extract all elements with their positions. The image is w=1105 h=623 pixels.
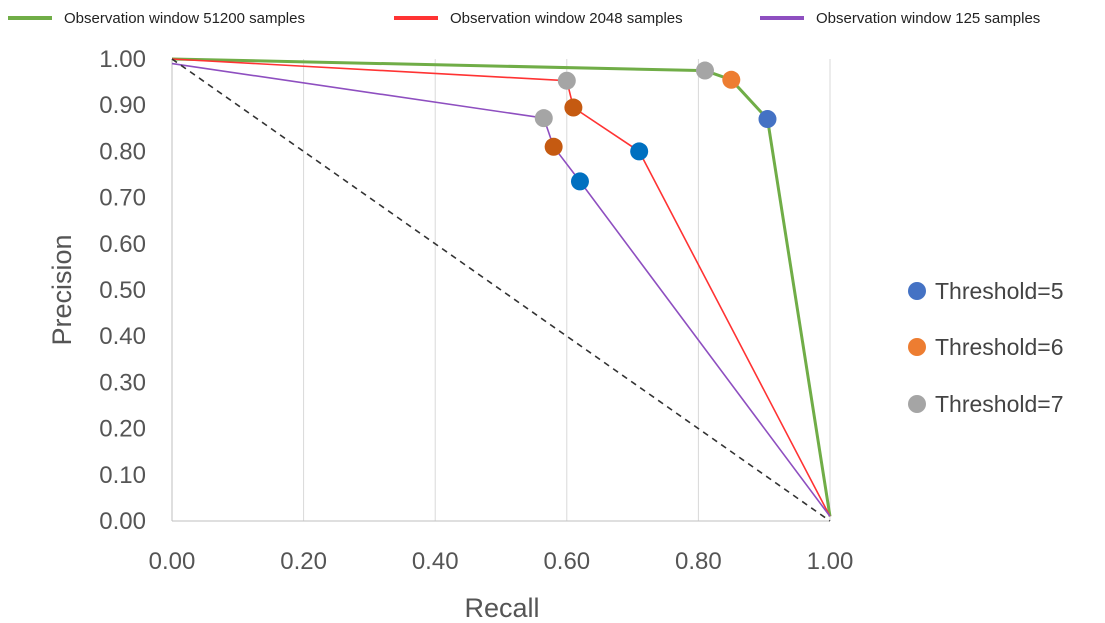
legend-swatch (8, 16, 52, 20)
x-axis-title: Recall (464, 593, 539, 623)
y-tick-label: 0.90 (99, 92, 146, 119)
marker-dot-icon (908, 282, 926, 300)
threshold-legend-item-6: Threshold=6 (908, 332, 1064, 362)
y-tick-label: 0.60 (99, 231, 146, 258)
series-line-0 (171, 57, 832, 517)
y-tick-label: 0.10 (99, 462, 146, 489)
threshold-legend-label: Threshold=7 (935, 390, 1064, 417)
marker-threshold-7 (695, 61, 714, 80)
y-tick-label: 0.50 (99, 277, 146, 304)
y-axis-title: Precision (47, 234, 77, 345)
x-tick-label: 1.00 (807, 548, 854, 575)
x-tick-label: 0.20 (280, 548, 327, 575)
legend-label: Observation window 125 samples (816, 9, 1041, 27)
legend-item-series-0: Observation window 51200 samples (8, 6, 305, 30)
marker-threshold-7 (557, 71, 576, 90)
y-tick-label: 0.70 (99, 185, 146, 212)
y-tick-label: 0.20 (99, 416, 146, 443)
axes (171, 59, 830, 522)
marker-dot-icon (908, 338, 926, 356)
legend-label: Observation window 2048 samples (450, 9, 683, 27)
x-tick-label: 0.80 (675, 548, 722, 575)
legend-item-series-1: Observation window 2048 samples (394, 6, 683, 30)
legend-swatch (394, 16, 438, 20)
y-tick-label: 0.00 (99, 508, 146, 535)
marker-threshold-7 (534, 109, 553, 128)
marker-threshold-5 (570, 172, 589, 191)
marker-threshold-6 (722, 70, 741, 89)
legend-swatch (760, 16, 804, 20)
threshold-legend-item-5: Threshold=5 (908, 276, 1064, 306)
y-tick-label: 0.40 (99, 323, 146, 350)
series-legend: Observation window 51200 samples Observa… (0, 6, 1105, 30)
grid-lines (303, 59, 831, 521)
x-tick-label: 0.00 (149, 548, 196, 575)
marker-threshold-5 (758, 110, 777, 129)
series-lines (171, 57, 832, 522)
y-tick-label: 0.80 (99, 138, 146, 165)
diagonal-reference-line (171, 58, 831, 522)
x-tick-label: 0.40 (412, 548, 459, 575)
threshold-markers (534, 61, 777, 191)
marker-threshold-5 (630, 142, 649, 161)
threshold-legend-item-7: Threshold=7 (908, 389, 1064, 419)
marker-threshold-6 (544, 137, 563, 156)
marker-dot-icon (908, 395, 926, 413)
tick-labels: 0.00 0.20 0.40 0.60 0.80 1.00 0.00 0.10 0.20 0.30… (99, 46, 853, 575)
x-tick-label: 0.60 (543, 548, 590, 575)
threshold-legend-label: Threshold=6 (935, 333, 1064, 360)
legend-label: Observation window 51200 samples (64, 9, 305, 27)
marker-threshold-6 (564, 98, 583, 117)
y-tick-label: 1.00 (99, 46, 146, 73)
y-tick-label: 0.30 (99, 369, 146, 396)
legend-item-series-2: Observation window 125 samples (760, 6, 1040, 30)
series-line-1 (171, 58, 831, 517)
threshold-legend-label: Threshold=5 (935, 277, 1064, 304)
